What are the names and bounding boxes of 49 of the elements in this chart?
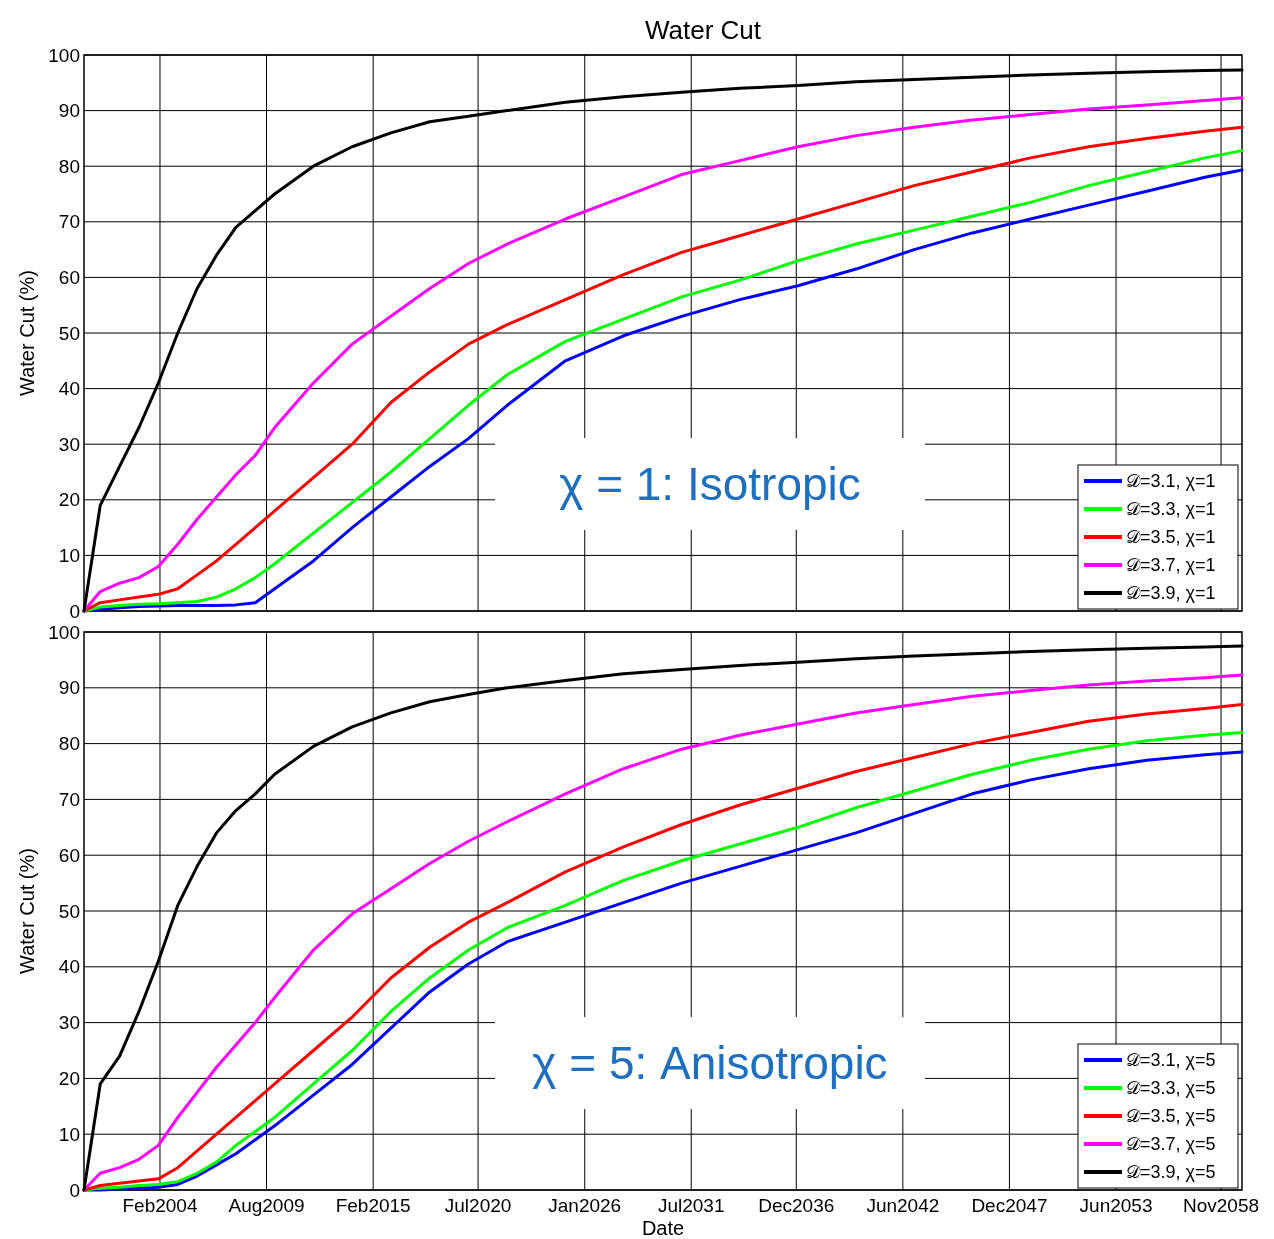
y-axis-title: Water Cut (%) — [16, 270, 38, 396]
legend-label: 𝒟=3.7, χ=5 — [1126, 1134, 1216, 1155]
y-tick-label: 40 — [58, 956, 80, 978]
y-tick-label: 30 — [58, 1012, 80, 1034]
y-tick-label: 0 — [69, 600, 80, 622]
y-tick-label: 20 — [58, 1068, 80, 1090]
x-tick-label: Jun2042 — [866, 1195, 940, 1216]
x-tick-label: Jul2020 — [444, 1195, 512, 1216]
y-tick-label: 60 — [58, 267, 80, 289]
x-tick-label: Dec2036 — [758, 1195, 835, 1216]
legend-label: 𝒟=3.1, χ=5 — [1126, 1050, 1216, 1071]
legend-label: 𝒟=3.7, χ=1 — [1126, 555, 1216, 576]
legend-label: 𝒟=3.5, χ=5 — [1126, 1106, 1216, 1127]
x-tick-label: Jan2026 — [548, 1195, 622, 1216]
y-tick-label: 60 — [58, 844, 80, 866]
legend-label: 𝒟=3.3, χ=1 — [1126, 499, 1216, 520]
y-tick-label: 100 — [48, 621, 80, 643]
x-tick-label: Jul2031 — [657, 1195, 725, 1216]
x-tick-label: Feb2004 — [122, 1195, 198, 1216]
y-tick-label: 50 — [58, 322, 80, 344]
y-tick-label: 30 — [58, 433, 80, 455]
x-axis-title: Date — [641, 1217, 685, 1239]
y-tick-label: 70 — [58, 211, 80, 233]
y-tick-label: 70 — [58, 789, 80, 811]
y-tick-label: 0 — [69, 1179, 80, 1201]
legend-label: 𝒟=3.1, χ=1 — [1126, 471, 1216, 492]
legend-label: 𝒟=3.9, χ=5 — [1126, 1162, 1216, 1183]
legend-label: 𝒟=3.3, χ=5 — [1126, 1078, 1216, 1099]
y-tick-label: 80 — [58, 733, 80, 755]
y-tick-label: 40 — [58, 378, 80, 400]
legend-label: 𝒟=3.5, χ=1 — [1126, 527, 1216, 548]
y-tick-label: 80 — [58, 155, 80, 177]
x-tick-label: Feb2015 — [335, 1195, 411, 1216]
y-axis-title: Water Cut (%) — [16, 848, 38, 974]
x-tick-label: Dec2047 — [971, 1195, 1048, 1216]
y-tick-label: 20 — [58, 489, 80, 511]
annotation: χ = 1: Isotropic — [559, 458, 861, 510]
y-tick-label: 100 — [48, 44, 80, 66]
x-tick-label: Aug2009 — [228, 1195, 305, 1216]
y-tick-label: 90 — [58, 677, 80, 699]
y-tick-label: 10 — [58, 1123, 80, 1145]
y-tick-label: 50 — [58, 900, 80, 922]
y-tick-label: 90 — [58, 100, 80, 122]
chart-title: Water Cut — [644, 15, 762, 45]
x-tick-label: Nov2058 — [1183, 1195, 1260, 1216]
x-tick-label: Jun2053 — [1079, 1195, 1153, 1216]
y-tick-label: 10 — [58, 545, 80, 567]
legend-label: 𝒟=3.9, χ=1 — [1126, 583, 1216, 604]
annotation: χ = 5: Anisotropic — [532, 1037, 888, 1089]
